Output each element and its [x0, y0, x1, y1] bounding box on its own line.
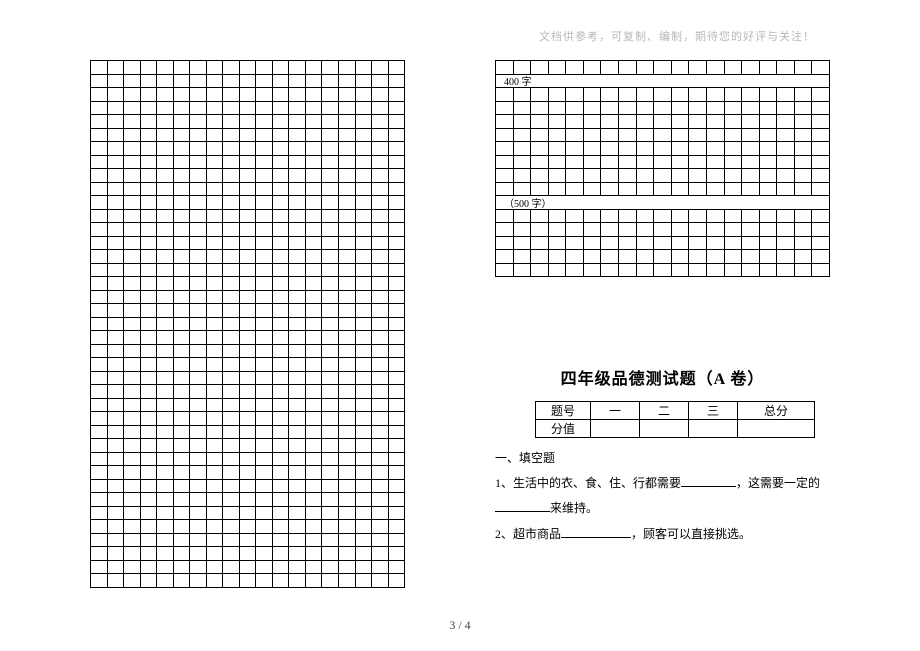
- question-2: 2、超市商品 ，顾客可以直接挑选。: [495, 522, 830, 547]
- q1-text: 1、生活中的衣、食、住、行都需要: [495, 476, 681, 490]
- q1-text: ，这需要一定的: [736, 476, 820, 490]
- blank-fill[interactable]: [495, 500, 550, 512]
- exam-title-block: 四年级品德测试题（A 卷）: [495, 365, 830, 389]
- grid-marker-500: （500 字）: [496, 196, 829, 210]
- score-value-cell: [640, 420, 689, 438]
- score-value-cell: 分值: [536, 420, 591, 438]
- grid-marker-400: 400 字: [496, 75, 829, 89]
- score-header-row: 题号 一 二 三 总分: [536, 402, 815, 420]
- questions-block: 一、填空题 1、生活中的衣、食、住、行都需要 ，这需要一定的来维持。 2、超市商品…: [495, 446, 830, 547]
- score-header-cell: 题号: [536, 402, 591, 420]
- q2-text: ，顾客可以直接挑选。: [631, 527, 751, 541]
- score-value-cell: [689, 420, 738, 438]
- exam-title: 四年级品德测试题（A 卷）: [495, 365, 830, 389]
- writing-grid-left: [90, 60, 405, 588]
- score-value-row: 分值: [536, 420, 815, 438]
- score-value-cell: [591, 420, 640, 438]
- score-header-cell: 一: [591, 402, 640, 420]
- writing-grid-right: 400 字 （500 字）: [495, 60, 830, 277]
- blank-fill[interactable]: [561, 526, 631, 538]
- right-column: 400 字 （500 字） 四年级品德测试题（A 卷） 题号 一 二 三 总分 分…: [460, 60, 920, 620]
- question-1: 1、生活中的衣、食、住、行都需要 ，这需要一定的来维持。: [495, 471, 830, 521]
- score-header-cell: 总分: [738, 402, 815, 420]
- header-watermark: 文档供参考，可复制、编制，期待您的好评与关注！: [539, 28, 815, 44]
- page-number: 3 / 4: [449, 618, 470, 633]
- left-column: [0, 60, 460, 620]
- q2-text: 2、超市商品: [495, 527, 561, 541]
- q1-text: 来维持。: [550, 501, 598, 515]
- score-header-cell: 三: [689, 402, 738, 420]
- page-content: 400 字 （500 字） 四年级品德测试题（A 卷） 题号 一 二 三 总分 分…: [0, 60, 920, 620]
- score-value-cell: [738, 420, 815, 438]
- score-table: 题号 一 二 三 总分 分值: [535, 401, 815, 438]
- section-title: 一、填空题: [495, 446, 830, 471]
- blank-fill[interactable]: [681, 475, 736, 487]
- score-header-cell: 二: [640, 402, 689, 420]
